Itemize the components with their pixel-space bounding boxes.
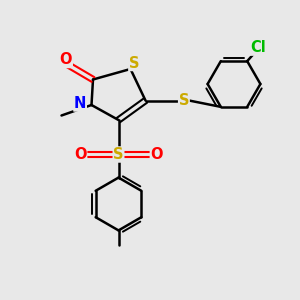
Text: O: O	[60, 52, 72, 68]
Text: S: S	[129, 56, 139, 70]
Text: S: S	[113, 147, 124, 162]
Text: S: S	[179, 93, 189, 108]
Text: O: O	[74, 147, 87, 162]
Text: N: N	[74, 96, 86, 111]
Text: Cl: Cl	[250, 40, 266, 55]
Text: O: O	[150, 147, 163, 162]
